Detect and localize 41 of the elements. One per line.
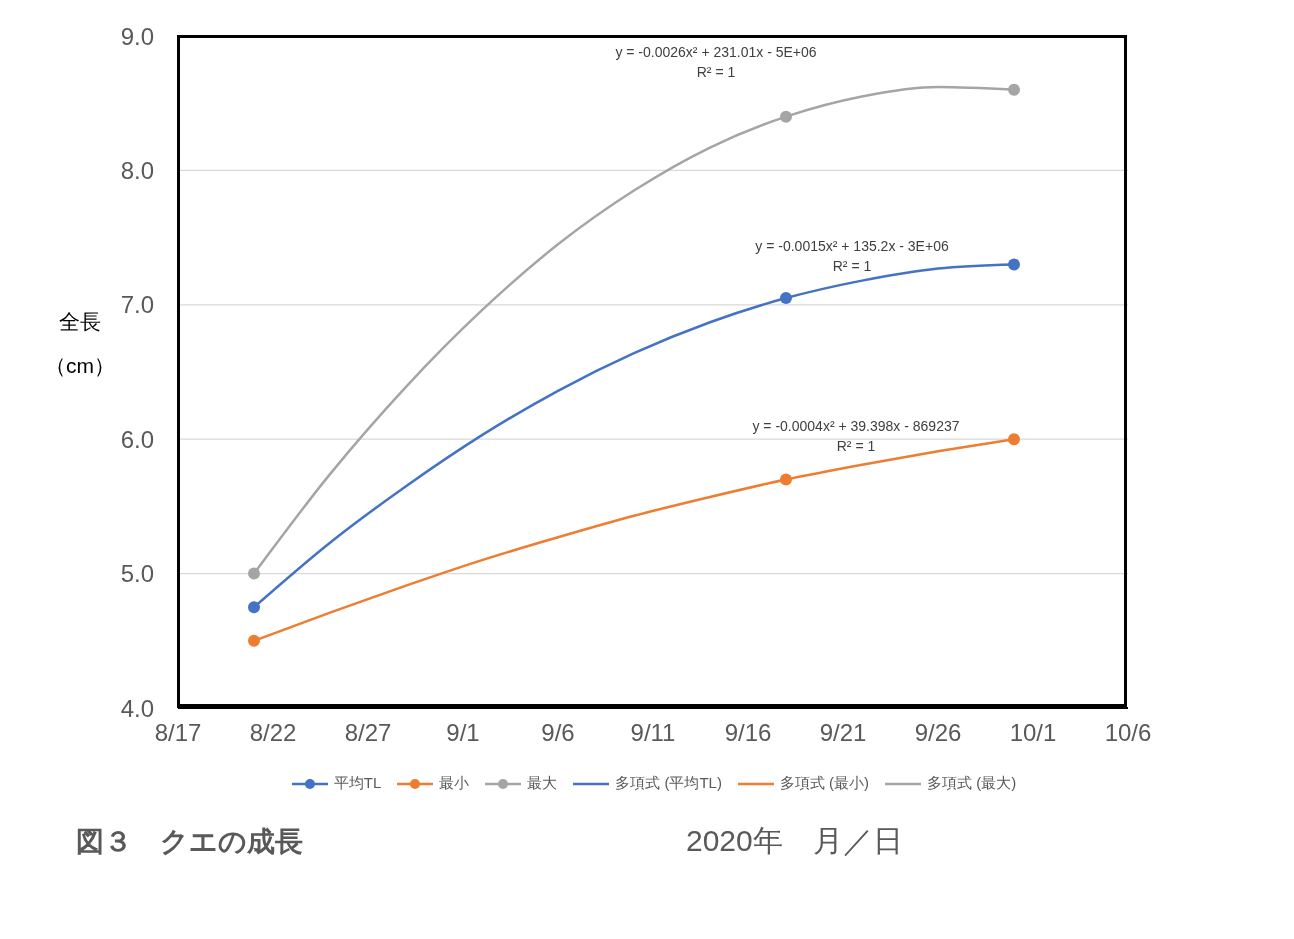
- legend-label: 平均TL: [333, 774, 382, 793]
- legend-label: 多項式 (最大): [927, 774, 1017, 793]
- y-axis-title: 全長（cm）: [44, 309, 116, 379]
- y-tick-label: 4.0: [120, 694, 154, 722]
- point: [1008, 83, 1020, 96]
- point: [248, 567, 260, 580]
- legend-label: 最小: [439, 774, 470, 793]
- x-tick-label: 8/22: [249, 719, 297, 747]
- x-tick-label: 9/11: [630, 719, 676, 747]
- point: [1008, 433, 1020, 446]
- annotation: y = -0.0015x² + 135.2x - 3E+06: [754, 238, 950, 254]
- y-tick-label: 8.0: [120, 156, 154, 184]
- point: [780, 292, 792, 305]
- annotation: R² = 1: [695, 64, 737, 80]
- legend-label: 多項式 (平均TL): [615, 774, 722, 793]
- y-tick-label: 5.0: [120, 560, 154, 588]
- y-tick-label: 6.0: [120, 425, 154, 453]
- legend-label: 最大: [527, 774, 558, 793]
- y-tick-label: 7.0: [120, 291, 154, 319]
- x-tick-label: 9/26: [914, 719, 962, 747]
- x-tick-label: 8/27: [344, 719, 392, 747]
- x-tick-label: 9/16: [724, 719, 772, 747]
- x-tick-label: 9/1: [446, 719, 480, 747]
- point: [248, 601, 260, 614]
- annotation: y = -0.0004x² + 39.398x - 869237: [751, 418, 961, 434]
- point: [780, 473, 792, 486]
- x-axis-title: 2020年 月／日: [685, 823, 903, 859]
- legend-label: 多項式 (最小): [779, 774, 870, 793]
- x-tick-label: 9/21: [819, 719, 867, 747]
- text: 図３ クエの成長: [75, 825, 304, 859]
- annotation: y = -0.0026x² + 231.01x - 5E+06: [614, 44, 818, 60]
- x-tick-label: 9/6: [541, 719, 575, 747]
- x-tick-label: 8/17: [154, 719, 202, 747]
- annotation: R² = 1: [835, 438, 877, 454]
- point: [248, 634, 260, 647]
- x-tick-label: 10/1: [1009, 719, 1057, 747]
- x-tick-label: 10/6: [1104, 719, 1152, 747]
- point: [780, 110, 792, 123]
- annotation: R² = 1: [831, 258, 873, 274]
- point: [1008, 258, 1020, 271]
- y-tick-label: 9.0: [120, 22, 154, 50]
